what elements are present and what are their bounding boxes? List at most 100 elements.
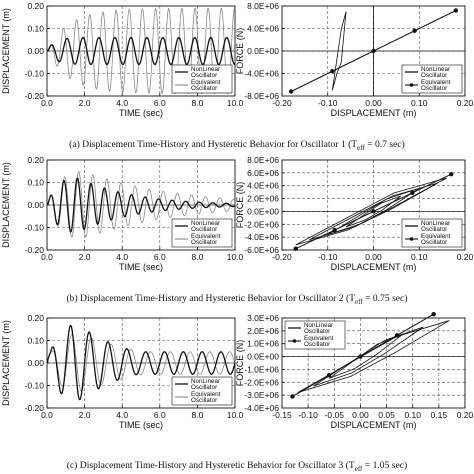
y-tick-label: 0.00 (27, 46, 44, 56)
x-tick-label: 0.00 (352, 410, 369, 420)
legend-label-nonlinear: NonLinear (191, 220, 220, 227)
y-tick-label: 0.20 (27, 155, 44, 165)
legend-label-equivalent: Oscillator (191, 85, 217, 92)
legend-label-nonlinear: NonLinear (421, 66, 450, 73)
legend-label-equivalent: Equivalent (191, 79, 221, 86)
y-tick-label: 0.10 (27, 24, 44, 34)
series-line-nonlinear (46, 36, 236, 66)
hysteresis-loop (309, 182, 438, 241)
chart-panel-4: 0.0 2.0 4.0 6.0 8.0 10.0 -0.20 -0.10 0.00 0.10 0.2… (1, 313, 244, 430)
x-tick-label: 2.0 (79, 410, 91, 420)
y-tick-label: 1.0E+06 (247, 339, 279, 349)
legend-label-equivalent: Equivalent (191, 391, 221, 398)
hysteresis-loop (295, 177, 447, 246)
y-tick-label: 0.20 (27, 313, 44, 323)
y-tick-label: -0.10 (25, 69, 45, 79)
x-tick-label: 0.15 (431, 410, 448, 420)
x-tick-label: 0.0 (41, 252, 53, 262)
x-tick-label: 2.0 (79, 98, 91, 108)
hysteresis-loop (327, 187, 420, 235)
y-tick-label: 6.0E+06 (247, 168, 279, 178)
caption-a: (a) Displacement Time-History and Hyster… (69, 139, 405, 152)
equivalent-point (371, 209, 376, 214)
x-tick-label: 0.20 (457, 252, 474, 262)
x-tick-label: 0.0 (41, 410, 53, 420)
equivalent-point (394, 333, 400, 338)
x-tick-label: 4.0 (116, 410, 128, 420)
x-tick-label: 10.0 (227, 98, 244, 108)
x-axis-label: DISPLACEMENT (m) (331, 108, 417, 118)
y-tick-label: 0.10 (27, 336, 44, 346)
chart-panel-5: -0.15 -0.10 -0.05 0.00 0.05 0.10 0.15 0.20 -4.0E… (235, 311, 474, 430)
series-line-nonlinear (46, 177, 236, 233)
x-tick-label: 6.0 (154, 252, 166, 262)
y-axis-label: DISPLACEMENT (m) (1, 8, 11, 94)
y-tick-label: -0.10 (25, 381, 45, 391)
plot-frame (281, 317, 466, 409)
y-tick-label: -6.0E+06 (244, 245, 279, 255)
y-axis-label: FORCE (N) (235, 28, 245, 75)
y-tick-label: 2.0E+06 (247, 326, 279, 336)
y-tick-label: -4.0E+06 (244, 232, 279, 242)
y-tick-label: -1.0E+06 (244, 364, 279, 374)
equivalent-point (330, 69, 335, 74)
legend-label-nonlinear: Oscillator (304, 328, 330, 335)
x-tick-label: 0.20 (457, 410, 474, 420)
y-axis-label: FORCE (N) (235, 182, 245, 229)
x-tick-label: 6.0 (154, 410, 166, 420)
legend-label-equivalent: Oscillator (304, 341, 330, 348)
legend-marker-equivalent (292, 339, 297, 343)
legend-label-equivalent: Equivalent (304, 335, 334, 342)
x-tick-label: 8.0 (191, 252, 203, 262)
equivalent-point (290, 394, 295, 399)
x-tick-label: -0.10 (318, 98, 338, 108)
x-tick-label: -0.20 (272, 98, 292, 108)
y-axis-label: DISPLACEMENT (m) (1, 320, 11, 406)
x-axis-label: TIME (sec) (119, 108, 163, 118)
legend-label-nonlinear: Oscillator (421, 226, 447, 233)
legend-label-equivalent: Equivalent (421, 233, 451, 240)
x-tick-label: 0.0 (41, 98, 53, 108)
y-tick-label: -2.0E+06 (244, 219, 279, 229)
chart-panel-1: -0.20 -0.10 0.00 0.10 0.20 -8.0E+06 -4.0E+06 0.… (235, 1, 474, 118)
x-tick-label: -0.05 (325, 410, 345, 420)
x-tick-label: 4.0 (116, 98, 128, 108)
equivalent-point (410, 190, 415, 195)
equivalent-point (449, 171, 454, 177)
x-tick-label: -0.15 (272, 410, 292, 420)
y-tick-label: -0.10 (25, 223, 45, 233)
hysteresis-loop (297, 320, 450, 393)
y-axis-label: FORCE (N) (235, 340, 245, 387)
x-tick-label: 0.10 (411, 98, 428, 108)
x-axis-label: DISPLACEMENT (m) (331, 420, 417, 430)
y-tick-label: -3.0E+06 (244, 390, 279, 400)
equivalent-point (453, 8, 459, 13)
legend-box (401, 218, 463, 248)
legend-label-nonlinear: Oscillator (191, 384, 217, 391)
legend-label-nonlinear: NonLinear (191, 66, 220, 73)
x-tick-label: -0.10 (298, 410, 318, 420)
y-axis-label: DISPLACEMENT (m) (1, 162, 11, 248)
hysteresis-loop (331, 11, 347, 91)
legend-label-equivalent: Oscillator (421, 239, 447, 246)
x-tick-label: 0.20 (457, 98, 474, 108)
x-tick-label: 0.05 (378, 410, 395, 420)
legend-label-nonlinear: NonLinear (191, 378, 220, 385)
y-tick-label: 2.0E+06 (247, 194, 279, 204)
equivalent-point (288, 89, 294, 94)
x-tick-label: 0.00 (365, 98, 382, 108)
x-tick-label: 8.0 (191, 98, 203, 108)
equivalent-point (412, 28, 417, 33)
x-tick-label: 8.0 (191, 410, 203, 420)
legend-label-equivalent: Oscillator (421, 85, 447, 92)
y-tick-label: 0.00 (27, 358, 44, 368)
x-tick-label: 0.10 (404, 410, 421, 420)
x-axis-label: TIME (sec) (119, 420, 163, 430)
chart-panel-3: -0.20 -0.10 0.00 0.10 0.20 -6.0E+06 -4.0E+06 -2… (235, 155, 474, 272)
equivalent-point (371, 48, 376, 54)
